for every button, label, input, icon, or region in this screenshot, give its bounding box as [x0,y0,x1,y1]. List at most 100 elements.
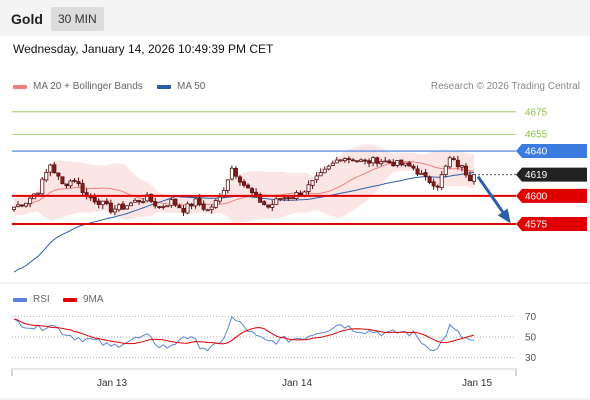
candle-body [254,191,259,196]
level-label-support: 4575 [525,219,548,230]
candle-body [205,209,210,212]
candle-body [217,196,222,202]
candle [24,202,29,208]
candle [451,156,456,161]
candle [169,197,174,208]
candle-body [346,158,351,160]
candle [80,179,85,196]
legend-bollinger: MA 20 + Bollinger Bands [13,81,143,92]
candle [48,163,53,177]
candle-body [443,165,448,175]
candle-body [282,197,287,200]
legend-rsi-ma-label: 9MA [83,294,104,305]
candle [161,204,166,210]
candle-body [201,203,206,210]
rsi-ma-swatch [63,297,77,302]
candle [298,190,303,196]
candle [286,196,291,201]
candle-body [24,202,29,207]
candle-body [363,159,368,162]
candle-body [290,197,295,200]
candle [177,203,182,209]
candle-body [124,205,129,210]
candle-body [395,160,400,166]
candle-body [310,180,315,186]
candle-body [419,172,424,175]
rsi-swatch [13,297,27,302]
candle-body [120,203,125,210]
candle [108,199,113,215]
candle-body [76,181,81,184]
candle-body [246,184,251,189]
candle-body [371,157,376,164]
candle-body [318,172,323,177]
candle-body [387,160,392,164]
candle-body [165,205,170,208]
candle [346,156,351,164]
candle [217,192,222,204]
candle [213,198,218,209]
candle [193,197,198,209]
candle [338,159,343,162]
candle [447,155,452,169]
candle [342,157,347,163]
legend-ma50: MA 50 [157,81,205,92]
candle [439,171,444,191]
candle [310,180,315,190]
candle-body [185,203,190,214]
candle-body [56,172,61,177]
candle-body [314,175,319,180]
candle-body [36,192,41,195]
candle-body [11,206,16,210]
candle [306,180,311,196]
candle [116,203,121,212]
candle [322,166,327,174]
candles [11,155,476,217]
level-label-resistance: 4675 [525,107,548,118]
candle-body [213,200,218,208]
candle [282,196,287,202]
legend-ma50-label: MA 50 [177,81,206,92]
candle-body [173,198,178,206]
candle-body [72,179,77,182]
candle [383,157,388,163]
rsi-tick-label: 30 [525,353,537,364]
candle [72,177,77,183]
ma50-swatch [157,84,171,89]
candle [367,158,372,168]
candle [141,198,146,204]
candle [270,200,275,212]
legend-rsi-label: RSI [33,294,50,305]
candle [387,159,392,164]
candle-body [359,159,364,162]
level-label-support: 4600 [525,191,548,202]
candle-body [367,160,372,164]
candle [334,156,339,164]
candle [165,205,170,208]
candle [229,165,234,181]
candle-body [153,201,158,207]
candle [314,172,319,183]
candle-body [52,164,57,174]
candle [246,183,251,189]
level-tag-current [516,167,587,182]
candle-body [431,181,436,187]
candle-body [237,176,242,183]
candle-body [137,200,142,203]
candle [350,158,355,162]
candle-body [342,158,347,162]
candle [318,168,323,177]
candle [64,183,69,189]
candle [379,158,384,166]
candle-body [326,165,331,170]
candle-body [407,162,412,167]
candle [415,165,420,177]
candle [403,162,408,168]
timeframe-button[interactable]: 30 MIN [51,7,104,31]
candle-body [193,198,198,207]
credit-text: Research © 2026 Trading Central [430,81,580,92]
candle-body [141,201,146,203]
candle-body [177,205,182,209]
candle-body [189,203,194,207]
